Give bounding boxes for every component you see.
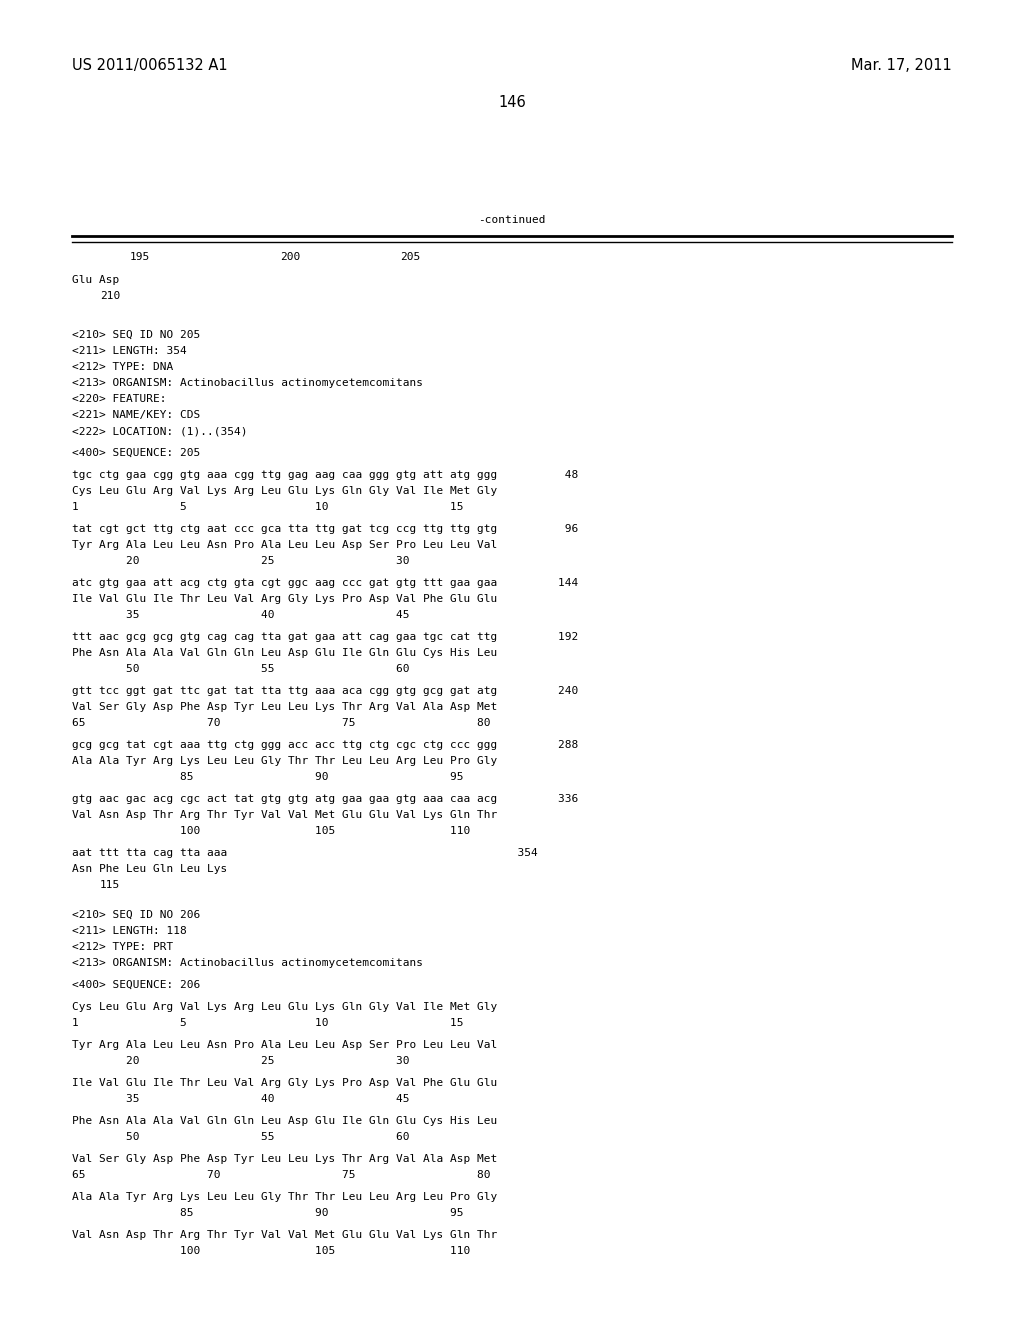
Text: 1               5                   10                  15: 1 5 10 15 xyxy=(72,502,464,512)
Text: 210: 210 xyxy=(100,290,120,301)
Text: <213> ORGANISM: Actinobacillus actinomycetemcomitans: <213> ORGANISM: Actinobacillus actinomyc… xyxy=(72,958,423,968)
Text: Phe Asn Ala Ala Val Gln Gln Leu Asp Glu Ile Gln Glu Cys His Leu: Phe Asn Ala Ala Val Gln Gln Leu Asp Glu … xyxy=(72,648,498,657)
Text: Asn Phe Leu Gln Leu Lys: Asn Phe Leu Gln Leu Lys xyxy=(72,865,227,874)
Text: 85                  90                  95: 85 90 95 xyxy=(72,1208,464,1218)
Text: Val Ser Gly Asp Phe Asp Tyr Leu Leu Lys Thr Arg Val Ala Asp Met: Val Ser Gly Asp Phe Asp Tyr Leu Leu Lys … xyxy=(72,702,498,711)
Text: -continued: -continued xyxy=(478,215,546,224)
Text: 20                  25                  30: 20 25 30 xyxy=(72,1056,410,1067)
Text: atc gtg gaa att acg ctg gta cgt ggc aag ccc gat gtg ttt gaa gaa         144: atc gtg gaa att acg ctg gta cgt ggc aag … xyxy=(72,578,579,587)
Text: 115: 115 xyxy=(100,880,120,890)
Text: Phe Asn Ala Ala Val Gln Gln Leu Asp Glu Ile Gln Glu Cys His Leu: Phe Asn Ala Ala Val Gln Gln Leu Asp Glu … xyxy=(72,1115,498,1126)
Text: Val Asn Asp Thr Arg Thr Tyr Val Val Met Glu Glu Val Lys Gln Thr: Val Asn Asp Thr Arg Thr Tyr Val Val Met … xyxy=(72,810,498,820)
Text: 20                  25                  30: 20 25 30 xyxy=(72,556,410,566)
Text: Ile Val Glu Ile Thr Leu Val Arg Gly Lys Pro Asp Val Phe Glu Glu: Ile Val Glu Ile Thr Leu Val Arg Gly Lys … xyxy=(72,1078,498,1088)
Text: 65                  70                  75                  80: 65 70 75 80 xyxy=(72,718,490,729)
Text: <213> ORGANISM: Actinobacillus actinomycetemcomitans: <213> ORGANISM: Actinobacillus actinomyc… xyxy=(72,378,423,388)
Text: Cys Leu Glu Arg Val Lys Arg Leu Glu Lys Gln Gly Val Ile Met Gly: Cys Leu Glu Arg Val Lys Arg Leu Glu Lys … xyxy=(72,486,498,496)
Text: Glu Asp: Glu Asp xyxy=(72,275,119,285)
Text: 195: 195 xyxy=(130,252,151,261)
Text: gtt tcc ggt gat ttc gat tat tta ttg aaa aca cgg gtg gcg gat atg         240: gtt tcc ggt gat ttc gat tat tta ttg aaa … xyxy=(72,686,579,696)
Text: <211> LENGTH: 118: <211> LENGTH: 118 xyxy=(72,927,186,936)
Text: <221> NAME/KEY: CDS: <221> NAME/KEY: CDS xyxy=(72,411,201,420)
Text: Val Ser Gly Asp Phe Asp Tyr Leu Leu Lys Thr Arg Val Ala Asp Met: Val Ser Gly Asp Phe Asp Tyr Leu Leu Lys … xyxy=(72,1154,498,1164)
Text: 100                 105                 110: 100 105 110 xyxy=(72,1246,470,1257)
Text: 50                  55                  60: 50 55 60 xyxy=(72,664,410,675)
Text: gcg gcg tat cgt aaa ttg ctg ggg acc acc ttg ctg cgc ctg ccc ggg         288: gcg gcg tat cgt aaa ttg ctg ggg acc acc … xyxy=(72,741,579,750)
Text: gtg aac gac acg cgc act tat gtg gtg atg gaa gaa gtg aaa caa acg         336: gtg aac gac acg cgc act tat gtg gtg atg … xyxy=(72,795,579,804)
Text: 1               5                   10                  15: 1 5 10 15 xyxy=(72,1018,464,1028)
Text: Ile Val Glu Ile Thr Leu Val Arg Gly Lys Pro Asp Val Phe Glu Glu: Ile Val Glu Ile Thr Leu Val Arg Gly Lys … xyxy=(72,594,498,605)
Text: <212> TYPE: PRT: <212> TYPE: PRT xyxy=(72,942,173,952)
Text: <400> SEQUENCE: 206: <400> SEQUENCE: 206 xyxy=(72,979,201,990)
Text: tat cgt gct ttg ctg aat ccc gca tta ttg gat tcg ccg ttg ttg gtg          96: tat cgt gct ttg ctg aat ccc gca tta ttg … xyxy=(72,524,579,535)
Text: 65                  70                  75                  80: 65 70 75 80 xyxy=(72,1170,490,1180)
Text: Ala Ala Tyr Arg Lys Leu Leu Gly Thr Thr Leu Leu Arg Leu Pro Gly: Ala Ala Tyr Arg Lys Leu Leu Gly Thr Thr … xyxy=(72,756,498,766)
Text: <210> SEQ ID NO 205: <210> SEQ ID NO 205 xyxy=(72,330,201,341)
Text: Val Asn Asp Thr Arg Thr Tyr Val Val Met Glu Glu Val Lys Gln Thr: Val Asn Asp Thr Arg Thr Tyr Val Val Met … xyxy=(72,1230,498,1239)
Text: tgc ctg gaa cgg gtg aaa cgg ttg gag aag caa ggg gtg att atg ggg          48: tgc ctg gaa cgg gtg aaa cgg ttg gag aag … xyxy=(72,470,579,480)
Text: 50                  55                  60: 50 55 60 xyxy=(72,1133,410,1142)
Text: 85                  90                  95: 85 90 95 xyxy=(72,772,464,781)
Text: 146: 146 xyxy=(498,95,526,110)
Text: US 2011/0065132 A1: US 2011/0065132 A1 xyxy=(72,58,227,73)
Text: ttt aac gcg gcg gtg cag cag tta gat gaa att cag gaa tgc cat ttg         192: ttt aac gcg gcg gtg cag cag tta gat gaa … xyxy=(72,632,579,642)
Text: <222> LOCATION: (1)..(354): <222> LOCATION: (1)..(354) xyxy=(72,426,248,436)
Text: 205: 205 xyxy=(400,252,420,261)
Text: <400> SEQUENCE: 205: <400> SEQUENCE: 205 xyxy=(72,447,201,458)
Text: 35                  40                  45: 35 40 45 xyxy=(72,1094,410,1104)
Text: 200: 200 xyxy=(280,252,300,261)
Text: Cys Leu Glu Arg Val Lys Arg Leu Glu Lys Gln Gly Val Ile Met Gly: Cys Leu Glu Arg Val Lys Arg Leu Glu Lys … xyxy=(72,1002,498,1012)
Text: Ala Ala Tyr Arg Lys Leu Leu Gly Thr Thr Leu Leu Arg Leu Pro Gly: Ala Ala Tyr Arg Lys Leu Leu Gly Thr Thr … xyxy=(72,1192,498,1203)
Text: <210> SEQ ID NO 206: <210> SEQ ID NO 206 xyxy=(72,909,201,920)
Text: aat ttt tta cag tta aaa                                           354: aat ttt tta cag tta aaa 354 xyxy=(72,847,538,858)
Text: 100                 105                 110: 100 105 110 xyxy=(72,826,470,836)
Text: <212> TYPE: DNA: <212> TYPE: DNA xyxy=(72,362,173,372)
Text: 35                  40                  45: 35 40 45 xyxy=(72,610,410,620)
Text: Mar. 17, 2011: Mar. 17, 2011 xyxy=(851,58,952,73)
Text: Tyr Arg Ala Leu Leu Asn Pro Ala Leu Leu Asp Ser Pro Leu Leu Val: Tyr Arg Ala Leu Leu Asn Pro Ala Leu Leu … xyxy=(72,1040,498,1049)
Text: Tyr Arg Ala Leu Leu Asn Pro Ala Leu Leu Asp Ser Pro Leu Leu Val: Tyr Arg Ala Leu Leu Asn Pro Ala Leu Leu … xyxy=(72,540,498,550)
Text: <211> LENGTH: 354: <211> LENGTH: 354 xyxy=(72,346,186,356)
Text: <220> FEATURE:: <220> FEATURE: xyxy=(72,393,167,404)
